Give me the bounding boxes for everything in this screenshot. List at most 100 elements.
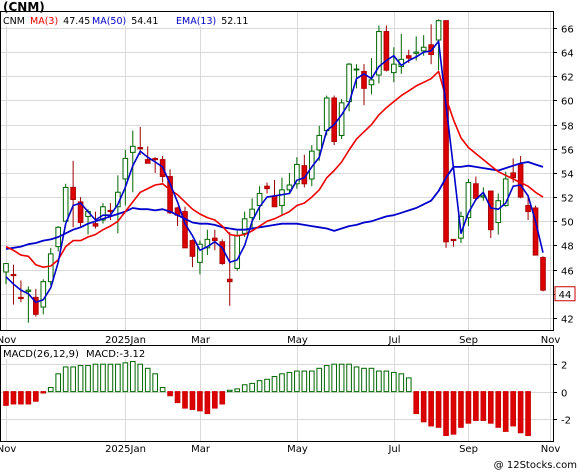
macd-bar-negative bbox=[219, 391, 226, 405]
macd-bar-positive bbox=[279, 373, 285, 393]
macd-bar-positive bbox=[383, 370, 390, 393]
candle-down bbox=[264, 185, 270, 190]
legend-entry-label: CNM bbox=[3, 16, 25, 27]
source-credit: @ 12Stocks.com bbox=[494, 460, 577, 471]
macd-bar-negative bbox=[212, 391, 218, 409]
candle-down bbox=[219, 241, 226, 265]
candle-down bbox=[152, 157, 158, 161]
macd-bar-positive bbox=[405, 377, 412, 393]
legend-entry-value: 47.45 bbox=[63, 16, 90, 27]
macd-bar-positive bbox=[271, 376, 278, 393]
macd-bar-negative bbox=[3, 391, 9, 406]
candle-down bbox=[212, 237, 218, 242]
candle-down bbox=[361, 70, 367, 89]
candle-down bbox=[77, 201, 84, 223]
macd-xtick-label: Sep bbox=[459, 444, 478, 455]
macd-bar-positive bbox=[226, 389, 233, 393]
candle-down bbox=[70, 186, 76, 201]
macd-value-label: MACD:-3.12 bbox=[86, 349, 145, 360]
candle-up bbox=[47, 253, 54, 283]
macd-bar-negative bbox=[420, 391, 427, 423]
macd-bar-positive bbox=[338, 363, 345, 393]
macd-bar-negative bbox=[33, 391, 39, 402]
candle-down bbox=[10, 273, 17, 277]
price-legend: CNM MA(3) 47.45 MA(50) 54.41 EMA(13) 52.11 bbox=[3, 16, 248, 27]
candle-up bbox=[495, 200, 502, 223]
last-price-label: 44 bbox=[559, 290, 572, 301]
candle-up bbox=[435, 20, 442, 41]
macd-bar-negative bbox=[510, 391, 516, 427]
macd-xtick-label: 2025Jan bbox=[105, 444, 146, 455]
macd-bar-negative bbox=[495, 391, 502, 428]
candle-down bbox=[167, 176, 173, 214]
macd-ytick-label: -2 bbox=[561, 416, 571, 427]
macd-bar-positive bbox=[234, 388, 241, 393]
price-xtick-label: Mar bbox=[191, 335, 211, 346]
macd-legend-backdrop bbox=[2, 347, 152, 359]
macd-bar-negative bbox=[167, 391, 173, 397]
candle-up bbox=[249, 208, 255, 219]
macd-bar-positive bbox=[301, 370, 308, 393]
price-ytick-label: 50 bbox=[561, 218, 574, 229]
legend-entry-label: MA(50) bbox=[92, 16, 126, 27]
macd-bar-positive bbox=[398, 373, 405, 393]
candle-down bbox=[92, 223, 99, 227]
macd-bar-negative bbox=[465, 391, 472, 424]
candle-up bbox=[286, 184, 293, 191]
candle-up bbox=[294, 163, 300, 185]
macd-bar-positive bbox=[129, 360, 136, 393]
macd-bar-positive bbox=[264, 378, 270, 393]
macd-bar-negative bbox=[204, 391, 211, 415]
macd-bar-positive bbox=[294, 370, 300, 393]
price-ytick-label: 56 bbox=[561, 146, 574, 157]
candle-down bbox=[107, 209, 114, 213]
candle-down bbox=[33, 296, 39, 315]
legend-entry-label: MA(3) bbox=[30, 16, 58, 27]
candle-up bbox=[338, 102, 345, 136]
macd-label: MACD(26,12,9) bbox=[3, 349, 79, 360]
macd-bar-negative bbox=[435, 391, 442, 428]
macd-bar-positive bbox=[107, 363, 114, 393]
macd-bar-positive bbox=[376, 370, 382, 393]
macd-bar-negative bbox=[480, 391, 487, 421]
macd-bar-positive bbox=[256, 380, 263, 393]
macd-bar-negative bbox=[18, 391, 24, 405]
candle-up bbox=[197, 243, 203, 263]
price-ytick-label: 66 bbox=[561, 25, 574, 36]
price-xtick-label: 2025Jan bbox=[105, 335, 146, 346]
candle-up bbox=[122, 157, 129, 180]
candle-up bbox=[323, 97, 330, 132]
macd-bar-negative bbox=[450, 391, 457, 435]
macd-bar-positive bbox=[241, 384, 248, 393]
macd-bar-positive bbox=[391, 371, 397, 393]
candle-down bbox=[18, 296, 24, 300]
candle-up bbox=[368, 79, 375, 86]
candle-down bbox=[137, 147, 144, 150]
macd-bar-negative bbox=[413, 391, 420, 415]
candle-up bbox=[376, 31, 382, 76]
price-ytick-label: 48 bbox=[561, 242, 574, 253]
price-ytick-label: 54 bbox=[561, 170, 574, 181]
macd-bar-positive bbox=[137, 363, 144, 393]
candle-down bbox=[443, 20, 449, 243]
macd-bar-positive bbox=[286, 371, 293, 393]
macd-bar-negative bbox=[182, 391, 188, 409]
ma3-line bbox=[5, 40, 544, 304]
macd-xtick-label: Nov bbox=[541, 444, 561, 455]
candle-up bbox=[420, 46, 427, 52]
macd-bar-negative bbox=[10, 391, 17, 405]
candle-down bbox=[383, 31, 390, 71]
price-ytick-label: 60 bbox=[561, 97, 574, 108]
legend-entry-value: 54.41 bbox=[131, 16, 158, 27]
macd-bar-positive bbox=[55, 373, 62, 393]
macd-bar-positive bbox=[368, 367, 375, 393]
macd-bar-positive bbox=[77, 365, 84, 393]
macd-bar-positive bbox=[353, 366, 360, 393]
macd-bar-positive bbox=[152, 373, 158, 393]
candle-up bbox=[129, 145, 136, 153]
macd-bar-positive bbox=[316, 367, 323, 393]
candle-down bbox=[525, 205, 531, 213]
price-panel-frame bbox=[0, 11, 554, 331]
macd-bar-negative bbox=[487, 391, 494, 424]
